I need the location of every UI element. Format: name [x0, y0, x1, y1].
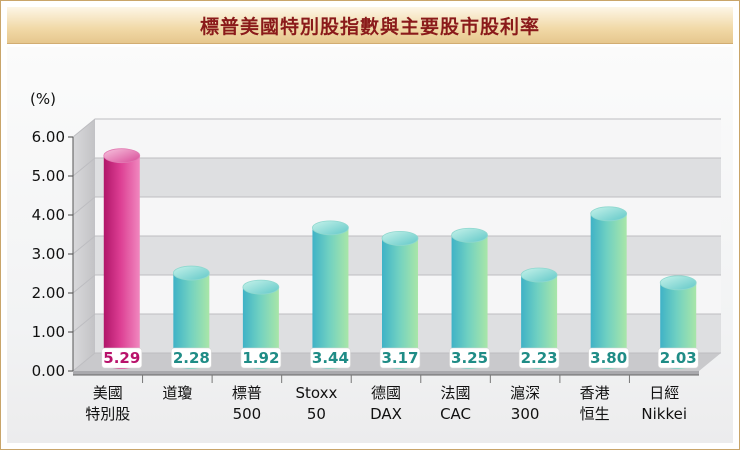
grid-line: [72, 352, 721, 372]
bar-body: [451, 235, 488, 369]
grid-line: [72, 157, 721, 177]
bar-body: [382, 238, 418, 369]
bar: [520, 267, 558, 369]
bar: [172, 265, 210, 369]
category-label: 標普 500: [232, 384, 262, 423]
grid-line: [72, 235, 721, 255]
y-axis-label: (%): [30, 90, 56, 108]
bar-top: [590, 206, 628, 222]
bar: [312, 220, 349, 369]
title-bar: 標普美國特別股指數與主要股市股利率: [7, 7, 733, 44]
bar-top: [172, 265, 210, 281]
y-tick-label: 0.00: [32, 362, 65, 380]
bar-top: [103, 148, 141, 164]
y-tick-label: 1.00: [32, 323, 65, 341]
value-label: 3.80: [590, 349, 627, 367]
grid-line: [72, 313, 721, 333]
value-label: 2.23: [521, 349, 558, 367]
category-label: 德國 DAX: [370, 384, 402, 423]
y-tick-label: 2.00: [32, 284, 65, 302]
value-label: 3.25: [451, 349, 488, 367]
value-label-box: [657, 347, 699, 369]
value-label: 2.03: [660, 349, 697, 367]
bar-body: [521, 275, 558, 369]
bar: [381, 230, 419, 369]
y-tick-label: 5.00: [32, 167, 65, 185]
bar-top: [520, 267, 558, 283]
bar-body: [590, 213, 627, 369]
grid-line: [72, 196, 721, 216]
value-label-box: [518, 347, 560, 369]
chart-title: 標普美國特別股指數與主要股市股利率: [199, 15, 540, 38]
category-label: 美國特別股: [85, 384, 130, 423]
bar-top: [381, 230, 419, 246]
value-label: 2.28: [173, 349, 210, 367]
bar-body: [103, 155, 140, 369]
grid-band: [95, 119, 721, 158]
category-label: Stoxx 50: [296, 384, 338, 423]
value-label: 5.29: [103, 349, 140, 367]
value-label-box: [310, 347, 351, 369]
bar: [659, 275, 697, 369]
category-label: 法國 CAC: [440, 384, 471, 423]
floor-edge: [73, 371, 699, 375]
value-label-box: [101, 347, 143, 369]
bar: [590, 206, 628, 369]
value-label-box: [240, 347, 282, 369]
value-label: 3.17: [381, 349, 418, 367]
category-label: 日經 Nikkei: [641, 384, 687, 423]
bar-body: [660, 282, 697, 369]
grid-band: [95, 197, 721, 236]
category-label: 香港恒生: [580, 384, 610, 423]
bar: [103, 148, 141, 369]
bar-top: [659, 275, 697, 291]
grid-band: [95, 158, 721, 197]
value-label-box: [171, 347, 212, 369]
category-label: 道瓊: [162, 384, 192, 402]
value-label-box: [588, 347, 629, 369]
bar-top: [451, 227, 488, 243]
category-label: 滬深 300: [510, 384, 540, 423]
bar-body: [173, 273, 210, 369]
bar-top: [312, 220, 349, 236]
grid-line: [72, 274, 721, 294]
bar-body: [312, 227, 349, 369]
y-tick-label: 6.00: [32, 128, 65, 146]
y-tick-label: 3.00: [32, 245, 65, 263]
y-tick-label: 4.00: [32, 206, 65, 224]
value-label: 1.92: [242, 349, 279, 367]
bar: [451, 227, 488, 369]
value-label-box: [449, 347, 490, 369]
bar-top: [242, 279, 280, 295]
grid-line: [72, 118, 721, 138]
value-label: 3.44: [312, 349, 349, 367]
value-label-box: [379, 347, 421, 369]
